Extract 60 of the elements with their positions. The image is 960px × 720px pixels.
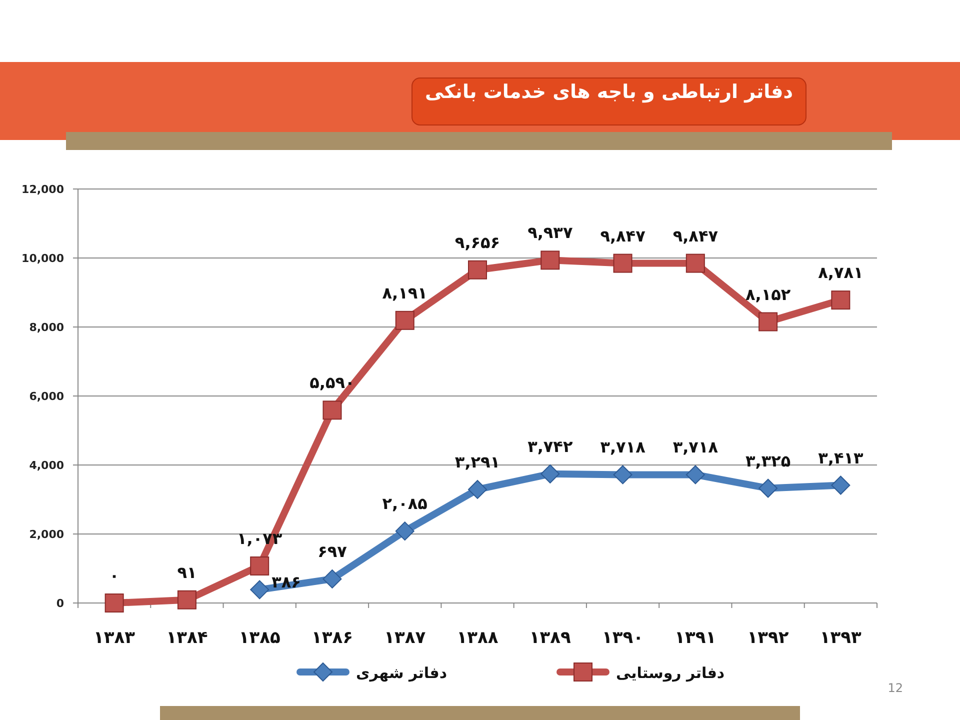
x-tick-label: ۱۳۸۷ xyxy=(384,628,426,648)
data-label: ۸,۱۹۱ xyxy=(382,283,428,302)
point xyxy=(540,250,560,270)
point xyxy=(322,400,342,420)
y-tick-label: 8,000 xyxy=(29,321,64,334)
data-label: ۹,۶۵۶ xyxy=(454,232,500,252)
x-tick-label: ۱۳۸۴ xyxy=(166,628,208,648)
text: 12 xyxy=(888,681,903,695)
x-tick-label: ۱۳۹۲ xyxy=(747,628,790,648)
point xyxy=(468,480,487,499)
data-label: ۶۹۷ xyxy=(318,542,348,561)
point xyxy=(758,478,778,498)
point xyxy=(686,254,705,273)
point xyxy=(322,569,342,588)
y-tick-label: 2,000 xyxy=(29,528,64,541)
point xyxy=(613,465,632,484)
x-tick-label: ۱۳۸۹ xyxy=(529,628,572,648)
data-label: ۳,۴۱۳ xyxy=(818,448,864,468)
point xyxy=(177,590,196,610)
data-label: ۸,۷۸۱ xyxy=(818,263,864,282)
data-label: ۰ xyxy=(109,566,120,585)
data-label: ۳,۷۱۸ xyxy=(672,438,718,457)
data-label: ۵,۵۹۰ xyxy=(310,373,355,392)
data-label: ۳,۲۹۱ xyxy=(454,452,500,472)
legend-label: دفاتر روستایی xyxy=(616,664,725,682)
x-tick-label: ۱۳۸۶ xyxy=(311,628,353,648)
y-tick-label: 6,000 xyxy=(29,390,64,403)
data-label: ۹۱ xyxy=(177,562,197,582)
point xyxy=(395,522,414,541)
x-tick-label: ۱۳۸۸ xyxy=(456,628,499,648)
x-tick-label: ۱۳۹۳ xyxy=(820,628,862,648)
y-tick-label: 10,000 xyxy=(22,252,64,265)
data-label: ۳,۷۴۲ xyxy=(528,436,573,456)
point xyxy=(468,260,487,280)
x-tick-label: ۱۳۹۰ xyxy=(602,628,644,648)
y-tick-label: 0 xyxy=(56,597,64,610)
point xyxy=(831,476,850,495)
data-label: ۳,۷۱۸ xyxy=(600,438,646,457)
data-label: ۲,۰۸۵ xyxy=(382,494,428,514)
data-label: ۹,۹۳۷ xyxy=(528,223,573,242)
data-label: ۹,۸۴۷ xyxy=(600,226,646,246)
point xyxy=(250,556,270,576)
legend-label: دفاتر شهری xyxy=(356,664,448,682)
point xyxy=(613,254,632,273)
x-tick-label: ۱۳۹۱ xyxy=(674,628,716,648)
point xyxy=(395,310,414,330)
point xyxy=(104,594,124,612)
y-tick-label: 4,000 xyxy=(29,459,64,472)
point xyxy=(250,580,270,600)
x-tick-label: ۱۳۸۳ xyxy=(94,628,136,648)
data-label: ۳,۳۲۵ xyxy=(745,451,791,470)
chart-title: دفاتر ارتباطی و باجه های خدمات بانکی xyxy=(425,81,794,103)
point xyxy=(758,312,778,332)
data-label: ۹,۸۴۷ xyxy=(672,226,718,246)
data-label: ۸,۱۵۲ xyxy=(745,284,791,304)
y-tick-label: 12,000 xyxy=(22,183,64,196)
point xyxy=(831,290,850,310)
point xyxy=(686,465,705,484)
point xyxy=(540,464,560,484)
x-tick-label: ۱۳۸۵ xyxy=(238,628,280,648)
